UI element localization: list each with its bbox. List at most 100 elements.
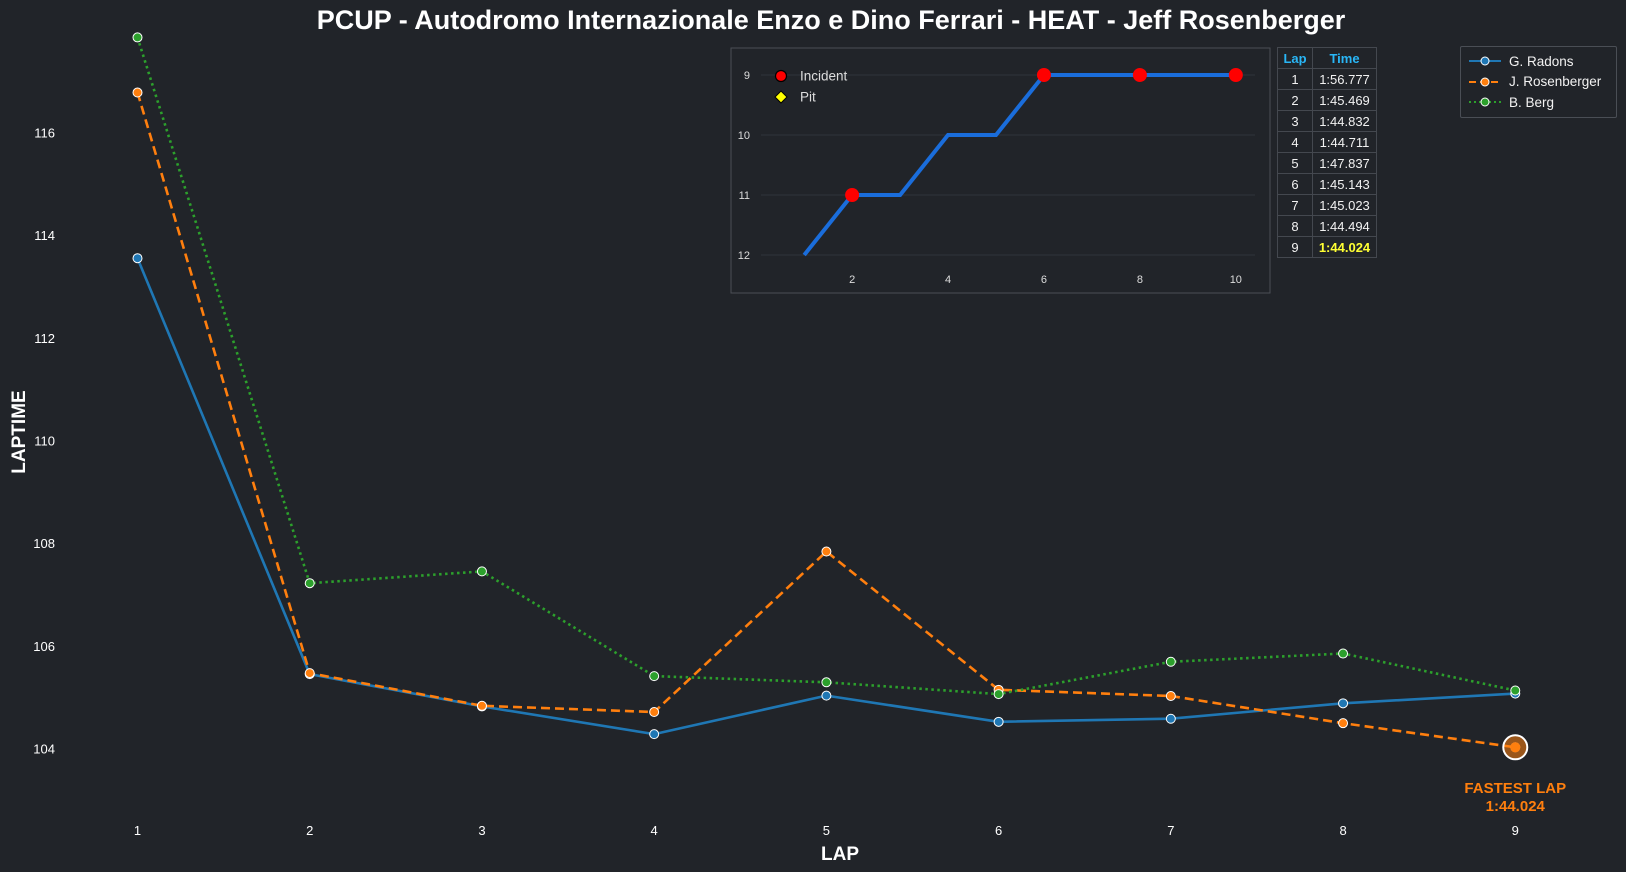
data-point (1165, 691, 1176, 702)
incident-marker (1228, 68, 1243, 82)
pit-legend-label: Pit (800, 90, 816, 105)
inset-y-tick-label: 10 (738, 130, 750, 142)
lap-cell: 1 (1277, 68, 1313, 90)
inset-x-tick-label: 4 (945, 274, 951, 286)
table-row: 2 1:45.469 (1277, 89, 1377, 111)
time-cell: 1:45.469 (1312, 89, 1377, 111)
lap-cell: 2 (1277, 89, 1313, 111)
inset-y-tick-label: 9 (744, 70, 750, 82)
data-point (649, 707, 660, 718)
table-row: 3 1:44.832 (1277, 110, 1377, 132)
inset-x-tick-label: 2 (849, 274, 855, 286)
incident-legend-label: Incident (800, 69, 848, 84)
fastest-lap-label: FASTEST LAP (1464, 780, 1566, 797)
time-cell: 1:44.832 (1312, 110, 1377, 132)
data-point (132, 87, 143, 98)
data-point (132, 253, 143, 264)
legend-item-berg: B. Berg (1461, 92, 1616, 113)
y-tick-label: 114 (34, 228, 55, 243)
data-point (1338, 698, 1349, 709)
table-row: 4 1:44.711 (1277, 131, 1377, 153)
table-row: 8 1:44.494 (1277, 215, 1377, 237)
data-point (1165, 713, 1176, 724)
data-point (649, 671, 660, 682)
data-point (1510, 685, 1521, 696)
lap-table-header-row: Lap Time (1277, 47, 1377, 69)
incident-marker (845, 188, 860, 202)
time-column-header: Time (1312, 47, 1377, 69)
fastest-lap-marker-core (1510, 742, 1521, 753)
lap-cell: 6 (1277, 173, 1313, 195)
y-tick-label: 110 (34, 433, 55, 448)
x-tick-label: 5 (823, 823, 830, 838)
data-point (1338, 718, 1349, 729)
inset-legend: Incident Pit (774, 69, 848, 105)
lap-cell: 7 (1277, 194, 1313, 216)
data-point (476, 566, 487, 577)
y-tick-label: 104 (33, 742, 55, 757)
data-point (821, 677, 832, 688)
legend-swatch-rosenberger (1469, 77, 1501, 87)
incident-marker (1132, 68, 1147, 82)
data-point (132, 32, 143, 43)
lap-times-table: Lap Time 1 1:56.777 2 1:45.469 3 1:44.832 4… (1277, 47, 1377, 258)
data-point (993, 716, 1004, 727)
time-cell: 1:44.711 (1312, 131, 1377, 153)
time-cell: 1:45.143 (1312, 173, 1377, 195)
data-point (821, 690, 832, 701)
lap-cell: 5 (1277, 152, 1313, 174)
pit-legend-marker (774, 90, 788, 104)
data-point (821, 546, 832, 557)
data-point (993, 689, 1004, 700)
x-axis-label: LAP (821, 844, 859, 865)
legend-label-berg: B. Berg (1509, 94, 1555, 110)
data-point (1165, 656, 1176, 667)
driver-legend: G. Radons J. Rosenberger B. Berg (1460, 46, 1617, 118)
best-time-cell: 1:44.024 (1312, 236, 1377, 258)
position-line (802, 73, 1236, 257)
inset-incident-markers (845, 68, 1243, 202)
inset-y-tick-label: 11 (739, 190, 750, 202)
y-axis-label: LAPTIME (9, 390, 30, 473)
lap-cell: 9 (1277, 236, 1313, 258)
x-tick-label: 6 (995, 823, 1002, 838)
y-tick-label: 108 (33, 536, 55, 551)
legend-label-radons: G. Radons (1509, 53, 1574, 69)
main-series-points (132, 32, 1521, 753)
legend-swatch-radons (1469, 56, 1501, 66)
x-tick-label: 7 (1167, 823, 1174, 838)
x-tick-label: 4 (651, 823, 658, 838)
time-cell: 1:47.837 (1312, 152, 1377, 174)
y-tick-label: 112 (34, 331, 55, 346)
inset-x-tick-label: 8 (1137, 274, 1143, 286)
position-inset-chart: 9 10 11 12 2 4 6 8 10 Incident Pit (730, 47, 1271, 294)
fastest-lap-annotation: FASTEST LAP 1:44.024 (1464, 734, 1566, 815)
chart-title: PCUP - Autodromo Internazionale Enzo e D… (317, 5, 1346, 35)
lap-cell: 3 (1277, 110, 1313, 132)
best-lap-row: 9 1:44.024 (1277, 236, 1377, 258)
y-tick-label: 106 (33, 639, 55, 654)
data-point (1338, 648, 1349, 659)
x-tick-label: 9 (1512, 823, 1519, 838)
inset-x-tick-label: 6 (1041, 274, 1047, 286)
time-cell: 1:56.777 (1312, 68, 1377, 90)
incident-marker (1036, 68, 1051, 82)
incident-legend-marker (774, 69, 788, 83)
inset-x-tick-label: 10 (1230, 274, 1242, 286)
table-row: 5 1:47.837 (1277, 152, 1377, 174)
series-line-j--rosenberger (136, 92, 1516, 749)
lap-cell: 8 (1277, 215, 1313, 237)
lap-column-header: Lap (1277, 47, 1313, 69)
data-point (304, 578, 315, 589)
legend-item-radons: G. Radons (1461, 51, 1616, 72)
legend-label-rosenberger: J. Rosenberger (1509, 74, 1602, 90)
time-cell: 1:45.023 (1312, 194, 1377, 216)
inset-frame (730, 47, 1271, 294)
table-row: 1 1:56.777 (1277, 68, 1377, 90)
inset-position-line (802, 73, 1236, 257)
legend-item-rosenberger: J. Rosenberger (1461, 72, 1616, 93)
inset-y-tick-label: 12 (738, 250, 750, 262)
x-tick-label: 2 (306, 823, 313, 838)
